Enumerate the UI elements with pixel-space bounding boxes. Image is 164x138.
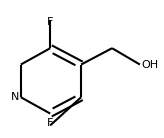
Text: N: N <box>11 92 19 102</box>
Text: F: F <box>47 118 53 128</box>
Text: F: F <box>47 17 53 27</box>
Text: OH: OH <box>142 59 159 70</box>
